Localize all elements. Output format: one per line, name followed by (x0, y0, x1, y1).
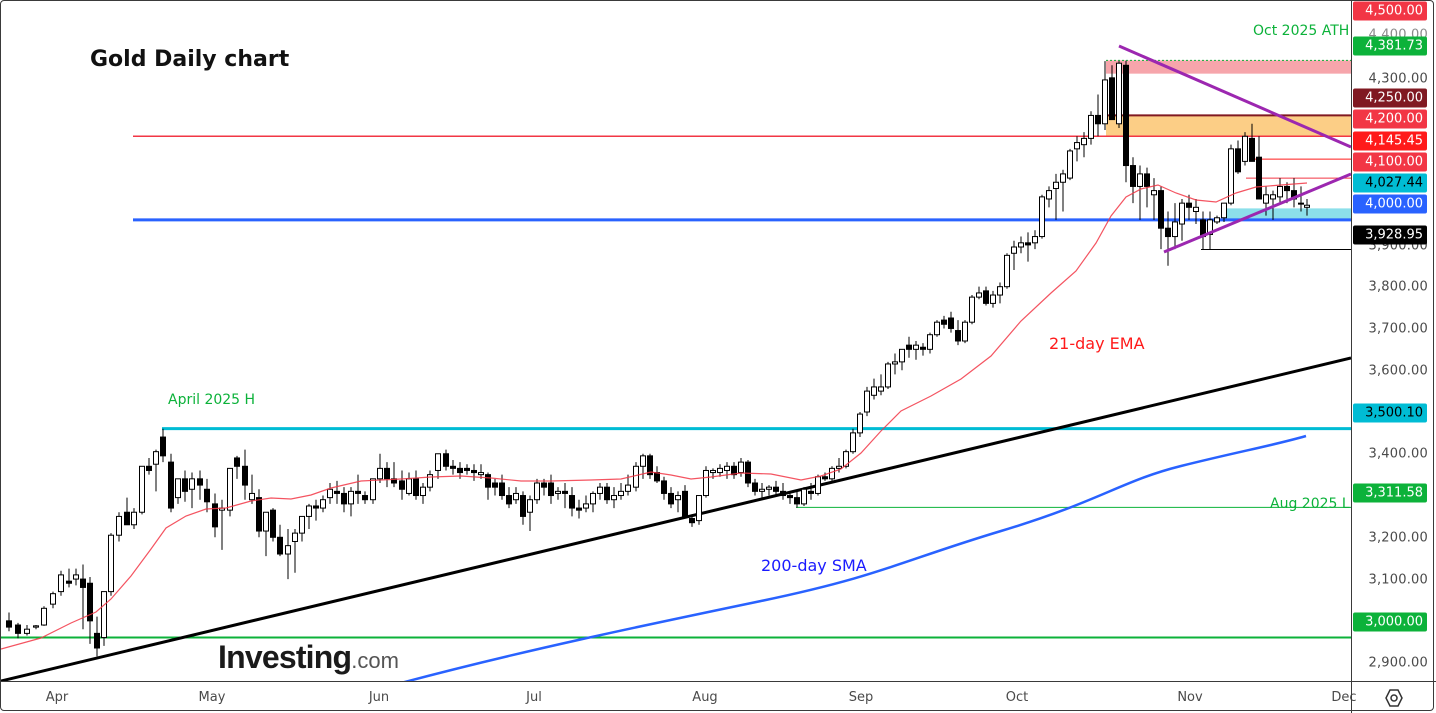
price-tag-3928: 3,928.95 (1353, 225, 1427, 245)
tick-3700: 3,700.00 (1368, 321, 1428, 337)
candlestick-chart (1, 44, 1351, 681)
chart-title: Gold Daily chart (90, 47, 290, 72)
triangle-upper-line (1118, 44, 1351, 149)
resistance-zone (1106, 115, 1351, 137)
price-tag-last: 4,027.44 (1353, 173, 1427, 193)
price-tag-3311: 3,311.58 (1353, 483, 1427, 503)
logo-main: Investing (218, 639, 352, 675)
month-oct: Oct (1005, 690, 1029, 705)
ascending-trendline (1, 356, 1351, 681)
price-tag-4250: 4,250.00 (1353, 88, 1427, 108)
aug-low-label: Aug 2025 L (1270, 496, 1350, 512)
ema-21-line (1, 182, 1308, 650)
price-tag-4145: 4,145.45 (1353, 131, 1427, 151)
month-apr: Apr (45, 690, 69, 705)
tick-4300: 4,300.00 (1368, 71, 1428, 87)
price-tag-4000: 4,000.00 (1353, 194, 1427, 214)
price-axis[interactable]: 4,400.00 4,300.00 3,900.00 3,800.00 3,70… (1351, 1, 1436, 681)
chart-settings-button[interactable] (1351, 681, 1436, 713)
logo-suffix: .com (351, 648, 399, 673)
price-tag-4200: 4,200.00 (1353, 109, 1427, 129)
sma-200-line (403, 434, 1307, 681)
investing-logo: Investing .com (218, 639, 399, 676)
month-dec: Dec (1331, 690, 1357, 705)
gear-hexagon-icon (1385, 688, 1403, 707)
tick-3600: 3,600.00 (1368, 363, 1428, 379)
month-jun: Jun (368, 690, 390, 705)
month-nov: Nov (1177, 690, 1203, 705)
chart-plot-area[interactable]: Gold Daily chart Oct 2025 ATH April 2025… (1, 1, 1351, 681)
ath-label: Oct 2025 ATH (1253, 23, 1350, 39)
month-jul: Jul (526, 690, 542, 705)
month-may: May (198, 690, 226, 705)
price-tag-4100: 4,100.00 (1353, 152, 1427, 172)
month-aug: Aug (692, 690, 718, 705)
price-tag-4500: 4,500.00 (1353, 1, 1427, 21)
ema-label: 21-day EMA (1049, 334, 1145, 353)
tick-2900: 2,900.00 (1368, 655, 1428, 671)
price-tag-3000: 3,000.00 (1353, 612, 1427, 632)
sma-label: 200-day SMA (761, 556, 867, 575)
tick-3100: 3,100.00 (1368, 572, 1428, 588)
month-sep: Sep (848, 690, 874, 705)
april-high-label: April 2025 H (168, 392, 256, 408)
price-tag-ath: 4,381.73 (1353, 36, 1427, 56)
tick-3200: 3,200.00 (1368, 530, 1428, 546)
price-tag-3500: 3,500.10 (1353, 403, 1427, 423)
candles (6, 60, 1310, 657)
tick-3400: 3,400.00 (1368, 446, 1428, 462)
time-axis[interactable]: Apr May Jun Jul Aug Sep Oct Nov Dec (1, 681, 1357, 713)
tick-3800: 3,800.00 (1368, 279, 1428, 295)
triangle-lower-line (1163, 172, 1351, 254)
support-zone (1223, 208, 1351, 220)
ath-zone (1106, 60, 1351, 74)
